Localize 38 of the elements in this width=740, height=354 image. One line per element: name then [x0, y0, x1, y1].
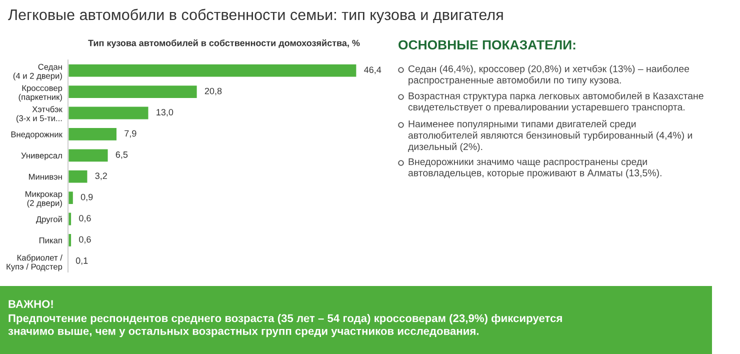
y-tick-label: Микрокар (2 двери) — [26, 191, 62, 208]
bar — [68, 63, 358, 78]
text: Седан (46,4%), кроссовер (20,8%) и хетчбэк (13%) – наиболее распространенные автомобили по типу кузова. — [408, 65, 690, 86]
text: ОСНОВНЫЕ ПОКАЗАТЕЛИ: — [398, 40, 576, 50]
bar — [68, 148, 110, 163]
y-tick-label: Другой — [36, 216, 62, 224]
bar — [68, 84, 198, 100]
y-tick-label: Универсал — [21, 152, 62, 160]
y-tick-label: Хэтчбэк (3-х и 5-ти... — [16, 106, 62, 123]
bar — [68, 232, 72, 248]
data-label: 13,0 — [156, 109, 174, 116]
data-label: 0,6 — [79, 236, 91, 244]
text: Возрастная структура парка легковых автомобилей в Казахстане свидетельствует о превалировании устаревшего транспорта. — [408, 92, 704, 112]
data-label: 0,1 — [76, 257, 88, 265]
data-label: 3,2 — [95, 172, 107, 180]
y-tick-label: Минивэн — [28, 174, 62, 180]
bar — [68, 190, 74, 206]
data-label: 0,6 — [79, 215, 91, 222]
bar — [68, 169, 89, 184]
y-tick-label: Пикап — [39, 237, 62, 244]
bar — [68, 211, 72, 227]
text: Наименее популярными типами двигателей среди автолюбителей являются бензиновый турбированный (4,4%) и дизельный (2%). — [408, 120, 692, 152]
y-tick-label: Седан (4 и 2 двери) — [13, 64, 62, 80]
y-tick-label: Внедорожник — [11, 131, 62, 139]
chart-title: Легковые автомобили в собственности семьи: тип кузова и двигателя — [8, 8, 503, 24]
bar — [68, 105, 150, 121]
data-label: 20,8 — [204, 88, 222, 96]
data-label: 0,9 — [80, 194, 93, 202]
data-label: 6,5 — [116, 151, 128, 159]
chart-subtitle: Тип кузова автомобилей в собственности домохозяйства, % — [88, 39, 360, 48]
y-tick-label: Кабриолет / Купэ / Родстер — [6, 254, 62, 272]
data-label: 7,9 — [124, 130, 136, 138]
text: Внедорожники значимо чаще распространены среди автовладельцев, которые проживают в Алматы (13,5%). — [408, 158, 662, 178]
data-label: 46,4 — [364, 66, 382, 74]
text: Предпочтение респондентов среднего возраста (35 лет – 54 года) кроссоверам (23,9%) фиксируется значимо выше, чем у остальных возрастных групп среди участников исследования. — [8, 314, 562, 338]
text: ВАЖНО! — [8, 300, 53, 308]
bar — [68, 126, 118, 142]
y-tick-label: Кроссовер (паркетник) — [18, 85, 62, 102]
